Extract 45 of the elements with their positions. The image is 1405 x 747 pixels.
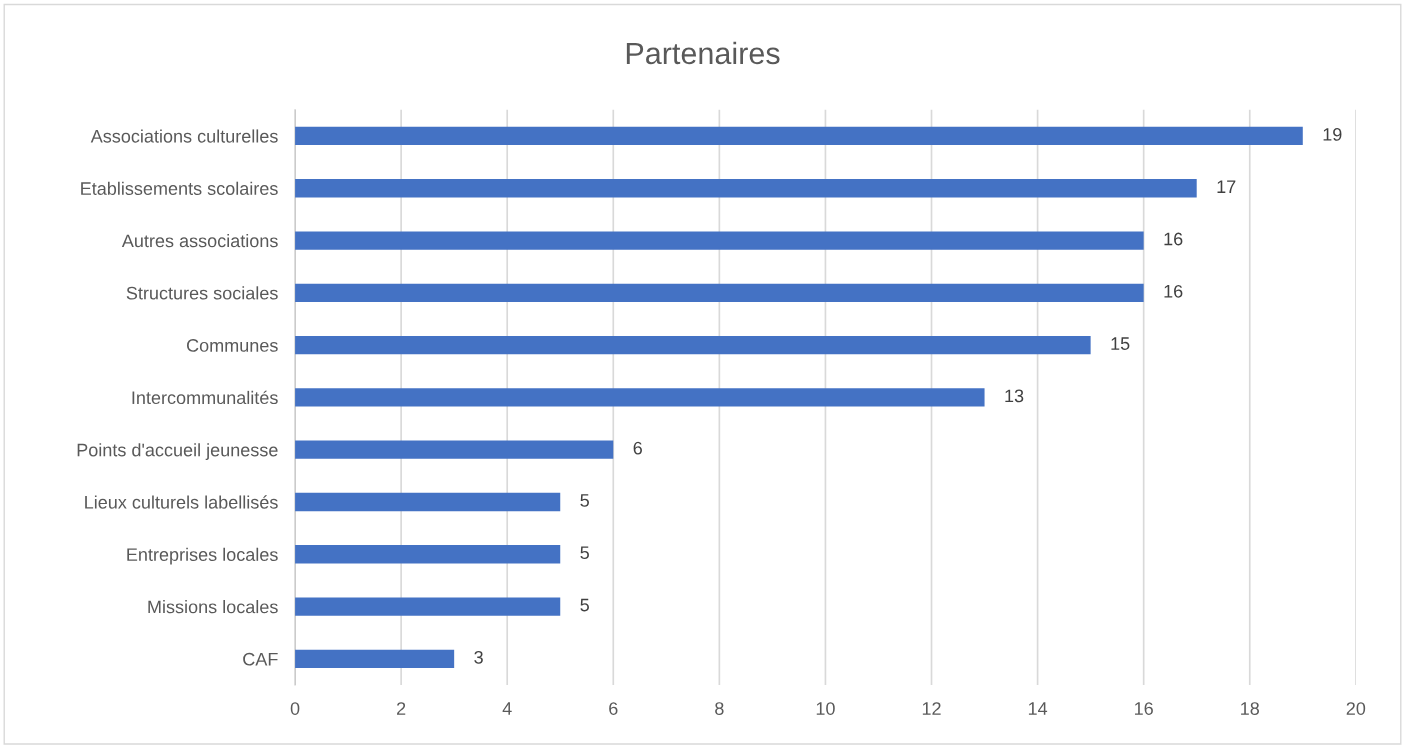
bar [295,283,1144,302]
y-tick-label: Communes [186,339,278,352]
data-label: 5 [580,598,589,612]
data-label: 6 [633,441,642,455]
data-label: 19 [1323,128,1342,141]
bar [295,126,1303,146]
bar [295,649,455,668]
y-tick-label: Entreprises locales [127,547,278,565]
data-label: 15 [1111,337,1130,350]
data-label: 3 [474,650,483,664]
x-tick-label: 16 [1135,702,1153,715]
y-tick-label: Missions locales [148,600,278,614]
y-tick-label: Intercommunalités [132,390,278,405]
y-tick-label: Structures sociales [126,286,278,300]
data-label: 16 [1164,232,1183,246]
x-tick-label: 20 [1346,702,1366,715]
data-label: 5 [580,546,589,560]
bar [295,440,614,459]
x-tick-label: 6 [609,702,618,715]
bar [295,388,985,407]
x-tick-label: 18 [1241,702,1259,715]
y-tick-label: Associations culturelles [90,129,278,143]
x-tick-label: 2 [397,702,406,715]
y-tick-label: Autres associations [121,233,278,248]
x-tick-label: 0 [290,702,300,715]
y-tick-label: Lieux culturels labellisés [85,495,278,509]
y-tick-label: CAF [243,652,278,666]
x-tick-label: 4 [502,702,512,715]
bar [295,545,561,564]
x-tick-label: 12 [922,702,941,715]
bar [295,335,1091,355]
data-label: 17 [1217,180,1236,193]
chart-title: Partenaires [626,41,780,65]
y-tick-label: Points d'accueil jeunesse [77,443,278,460]
bar [295,231,1144,250]
data-label: 13 [1005,389,1024,403]
y-tick-label: Etablissements scolaires [81,181,278,195]
bar [295,597,561,616]
x-tick-label: 10 [816,702,835,715]
bar [295,179,1197,198]
x-tick-label: 8 [715,702,724,715]
data-label: 16 [1164,284,1183,298]
bar [295,492,561,512]
x-tick-label: 14 [1028,702,1048,715]
data-label: 5 [580,494,589,507]
